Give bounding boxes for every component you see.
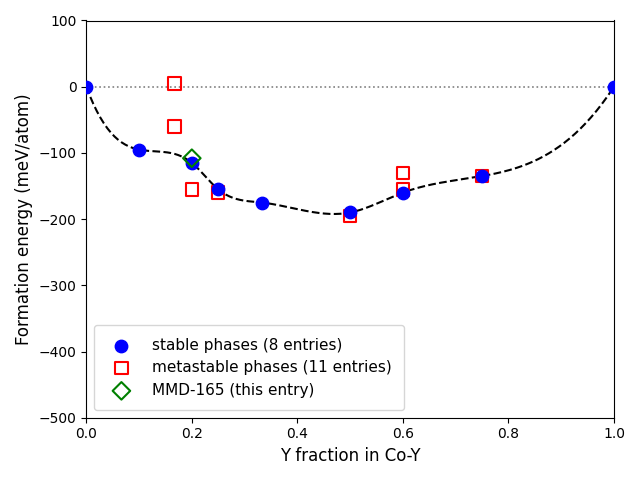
stable phases (8 entries)	[345, 209, 355, 216]
stable phases (8 entries)	[609, 83, 619, 91]
metastable phases (11 entries)	[170, 122, 180, 130]
stable phases (8 entries)	[213, 185, 223, 193]
metastable phases (11 entries)	[170, 80, 180, 87]
metastable phases (11 entries)	[345, 212, 355, 220]
Y-axis label: Formation energy (meV/atom): Formation energy (meV/atom)	[15, 93, 33, 345]
metastable phases (11 entries)	[213, 189, 223, 196]
stable phases (8 entries)	[81, 83, 92, 91]
metastable phases (11 entries)	[398, 185, 408, 193]
metastable phases (11 entries)	[398, 169, 408, 177]
metastable phases (11 entries)	[187, 185, 197, 193]
stable phases (8 entries)	[477, 172, 487, 180]
MMD-165 (this entry)	[187, 155, 197, 162]
stable phases (8 entries)	[187, 159, 197, 167]
stable phases (8 entries)	[134, 146, 144, 154]
X-axis label: Y fraction in Co-Y: Y fraction in Co-Y	[280, 447, 420, 465]
Legend: stable phases (8 entries), metastable phases (11 entries), MMD-165 (this entry): stable phases (8 entries), metastable ph…	[94, 325, 404, 410]
stable phases (8 entries)	[257, 199, 267, 206]
metastable phases (11 entries)	[477, 172, 487, 180]
stable phases (8 entries)	[398, 189, 408, 196]
